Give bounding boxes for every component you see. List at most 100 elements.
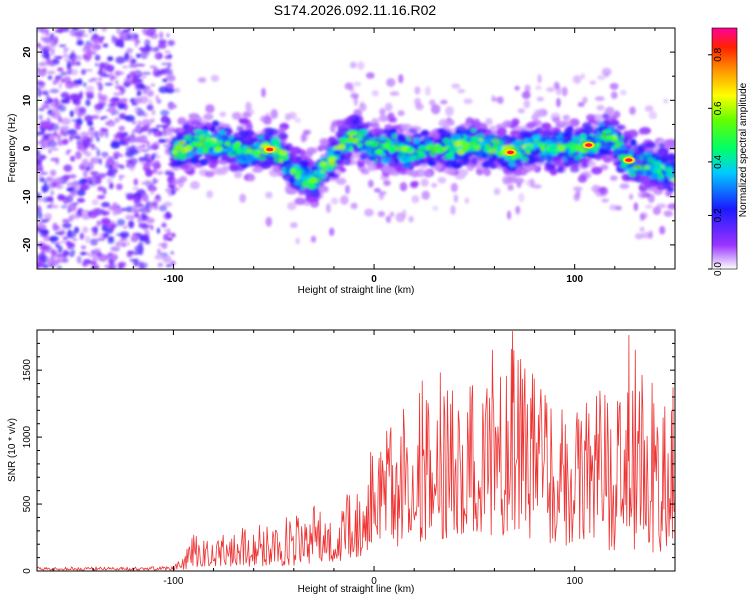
- ridge-hot: [454, 141, 462, 148]
- ridge-halo: [533, 109, 543, 118]
- noise-blob: [128, 157, 138, 165]
- noise-blob: [74, 106, 83, 115]
- ridge-hot: [638, 165, 648, 170]
- faint-blob: [464, 197, 470, 204]
- faint-blob: [553, 81, 560, 90]
- ridge-hot: [173, 144, 183, 151]
- noise-blob: [68, 83, 76, 88]
- ridge-outer: [211, 120, 220, 127]
- faint-blob: [639, 226, 645, 232]
- noise-blob: [163, 233, 169, 241]
- faint-blob: [663, 98, 669, 104]
- ridge-hot: [488, 149, 497, 155]
- ridge-core: [257, 155, 267, 161]
- faint-blob: [594, 96, 605, 102]
- noise-blob: [104, 130, 109, 138]
- ridge-outer: [566, 125, 574, 133]
- ridge-hot: [183, 145, 192, 152]
- noise-blob: [37, 159, 42, 166]
- faint-blob: [415, 103, 424, 111]
- noise-blob: [90, 238, 98, 246]
- noise-blob: [166, 127, 171, 133]
- noise-blob: [140, 52, 151, 55]
- noise-blob: [125, 50, 133, 54]
- noise-blob: [46, 57, 52, 65]
- faint-blob: [493, 187, 501, 196]
- ridge-core: [601, 143, 611, 149]
- noise-blob: [150, 226, 154, 231]
- noise-blob: [138, 63, 146, 67]
- faint-blob: [641, 232, 652, 239]
- ridge-core: [390, 139, 400, 145]
- ridge-halo: [559, 120, 572, 127]
- ridge-halo: [619, 183, 630, 190]
- ridge-outer: [546, 163, 556, 171]
- ridge-outer: [373, 127, 385, 135]
- noise-blob: [70, 69, 79, 76]
- ridge-core: [562, 155, 568, 163]
- faint-blob: [329, 227, 335, 236]
- noise-blob: [103, 152, 107, 159]
- faint-blob: [270, 109, 278, 119]
- faint-blob: [414, 86, 421, 95]
- noise-blob: [80, 108, 86, 116]
- noise-blob: [89, 126, 95, 131]
- ridge-core: [385, 156, 392, 163]
- noise-blob: [104, 82, 114, 86]
- noise-blob: [136, 145, 144, 150]
- noise-blob: [102, 232, 106, 239]
- ridge-core: [413, 137, 421, 144]
- heatmap-layer: [37, 28, 675, 269]
- noise-blob: [142, 162, 151, 171]
- noise-blob: [95, 251, 103, 257]
- ridge-hot: [568, 142, 577, 149]
- noise-blob: [126, 206, 132, 213]
- noise-blob: [123, 78, 134, 82]
- noise-blob: [74, 132, 79, 136]
- ridge-hot: [357, 136, 363, 141]
- ridge-outer: [209, 126, 216, 133]
- faint-blob: [601, 67, 612, 76]
- ridge-outer: [199, 158, 209, 166]
- ridge-hot: [251, 150, 261, 156]
- noise-blob: [76, 40, 84, 46]
- ridge-halo: [465, 117, 474, 126]
- ridge-core: [366, 131, 374, 138]
- noise-blob: [140, 149, 150, 152]
- noise-blob: [82, 226, 89, 234]
- noise-blob: [100, 116, 105, 120]
- ridge-halo: [569, 118, 580, 127]
- faint-blob: [437, 176, 447, 184]
- noise-blob: [74, 31, 83, 37]
- noise-blob: [46, 31, 50, 37]
- noise-blob: [101, 28, 108, 32]
- noise-blob: [44, 44, 52, 52]
- noise-blob: [65, 96, 70, 103]
- faint-blob: [239, 193, 247, 203]
- noise-blob: [55, 75, 63, 80]
- noise-blob: [41, 68, 47, 72]
- noise-blob: [39, 130, 44, 135]
- ridge-hot: [576, 146, 585, 151]
- noise-blob: [98, 77, 103, 81]
- ridge-hot: [323, 164, 329, 171]
- noise-blob: [141, 112, 148, 117]
- ridge-outer: [658, 142, 666, 148]
- faint-blob: [265, 216, 273, 227]
- noise-blob: [133, 33, 139, 39]
- noise-blob: [153, 68, 158, 74]
- ridge-core: [245, 154, 255, 161]
- ridge-hot: [308, 177, 318, 183]
- noise-blob: [107, 56, 114, 62]
- peak-spot: [507, 150, 514, 155]
- noise-blob: [113, 151, 121, 158]
- noise-blob: [107, 252, 114, 257]
- noise-blob: [37, 67, 41, 72]
- noise-blob: [125, 115, 135, 122]
- noise-blob: [52, 80, 58, 85]
- ridge-hot: [469, 146, 475, 150]
- noise-blob: [56, 133, 62, 141]
- ridge-core: [185, 151, 195, 159]
- ridge-halo: [401, 123, 412, 131]
